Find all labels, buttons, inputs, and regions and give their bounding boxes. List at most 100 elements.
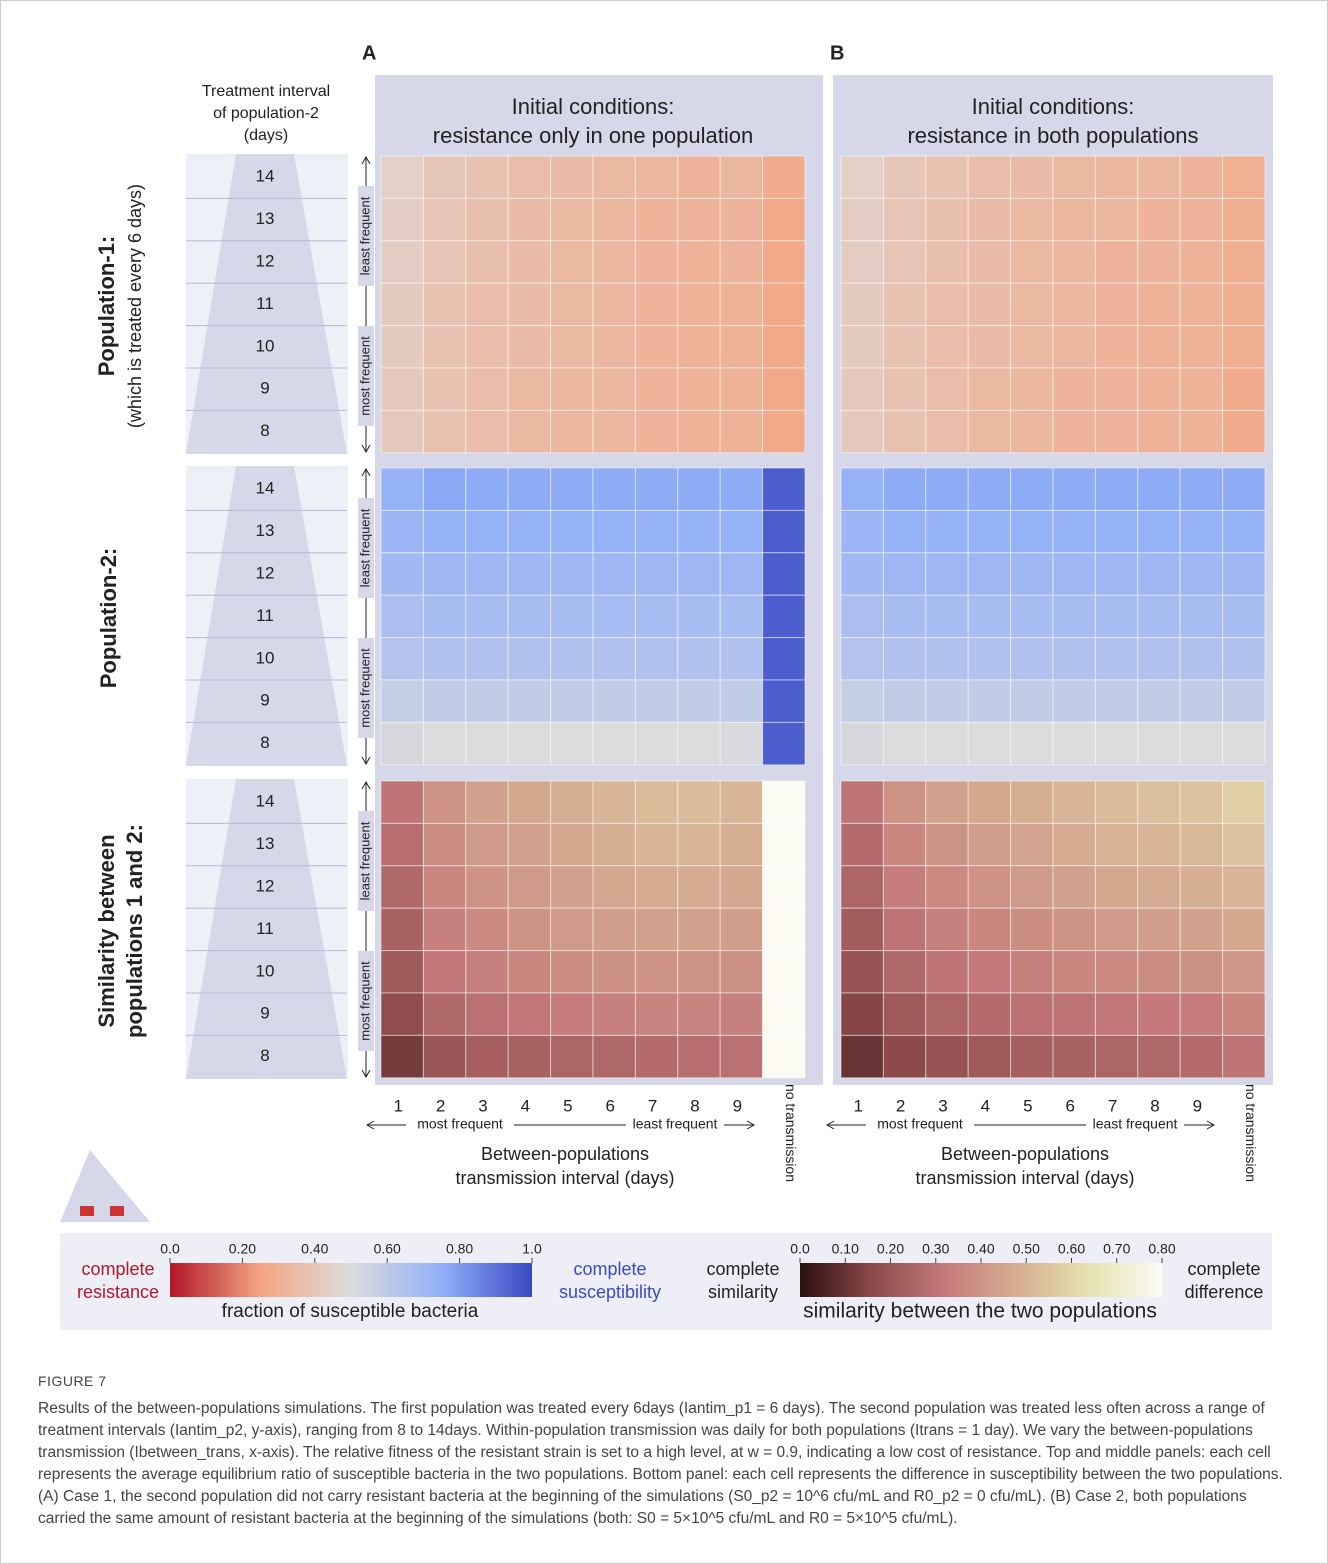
heat-cell [423,680,465,722]
column-title: Initial conditions: [512,94,675,119]
heat-cell [720,908,762,950]
heat-cell [841,993,883,1035]
heat-cell [635,241,677,283]
heat-cell [968,638,1010,680]
heat-cell [423,781,465,823]
heat-cell [678,283,720,325]
heat-cell [763,680,805,722]
y-tick-label: 13 [256,521,275,540]
heat-cell [1053,781,1095,823]
heat-cell [508,722,550,764]
heat-cell [381,410,423,452]
colorbar-tick-label: 0.20 [229,1241,256,1257]
heat-cell [1053,283,1095,325]
heat-cell [968,866,1010,908]
heat-cell [1138,908,1180,950]
heat-cell [466,241,508,283]
x-title: transmission interval (days) [915,1168,1134,1188]
heat-cell [508,993,550,1035]
x-title: transmission interval (days) [455,1168,674,1188]
colorbar-tick-label: 0.70 [1103,1241,1130,1257]
heat-cell [423,326,465,368]
heat-cell [720,510,762,552]
heat-cell [551,823,593,865]
heat-cell [1180,680,1222,722]
column-title: resistance only in one population [433,123,753,148]
heat-cell [968,553,1010,595]
heat-cell [1011,680,1053,722]
heat-cell [1223,908,1265,950]
heat-cell [968,595,1010,637]
panel-label: A [362,42,376,64]
heat-cell [1011,908,1053,950]
heat-cell [1095,198,1137,240]
colorbar-tick-label: 0.30 [922,1241,949,1257]
colorbar-tick-label: 0.20 [877,1241,904,1257]
heat-cell [381,722,423,764]
colorbar-high-label: difference [1185,1282,1264,1302]
heat-cell [635,595,677,637]
caption: FIGURE 7 Results of the between-populati… [38,1370,1296,1530]
colorbar-high-label: complete [1187,1259,1260,1279]
heat-cell [508,781,550,823]
heat-cell [381,866,423,908]
heat-cell [1053,638,1095,680]
heat-cell [720,326,762,368]
y-tick-label: 12 [256,563,275,582]
heat-cell [381,241,423,283]
heat-cell [1223,781,1265,823]
heat-cell [1011,156,1053,198]
heat-cell [678,1035,720,1077]
heat-cell [883,823,925,865]
heat-cell [508,368,550,410]
heat-cell [1095,326,1137,368]
heat-cell [883,680,925,722]
heat-cell [926,823,968,865]
heat-cell [1180,595,1222,637]
heat-cell [1138,410,1180,452]
heat-cell [1138,198,1180,240]
heat-cell [1053,156,1095,198]
heat-cell [968,781,1010,823]
heat-cell [551,326,593,368]
x-tick-label: 1 [853,1096,862,1115]
heat-cell [926,368,968,410]
heat-cell [1180,1035,1222,1077]
heat-cell [1011,1035,1053,1077]
heat-cell [720,368,762,410]
heat-cell [1138,993,1180,1035]
heat-cell [1138,638,1180,680]
row-title: Population-1: [94,236,119,377]
row-title: Similarity between [94,834,119,1027]
heat-cell [381,908,423,950]
y-arrow-label: least frequent [357,196,372,275]
heat-cell [423,368,465,410]
heat-cell [841,156,883,198]
heat-cell [1223,722,1265,764]
heat-cell [466,951,508,993]
heat-cell [1223,595,1265,637]
heat-cell [551,866,593,908]
heat-cell [1011,993,1053,1035]
heat-cell [1138,468,1180,510]
heat-cell [1138,595,1180,637]
heat-cell [423,951,465,993]
heat-cell [720,722,762,764]
colorbar-tick-label: 0.60 [1058,1241,1085,1257]
y-tick-label: 14 [256,479,275,498]
x-tick-label: 6 [1065,1096,1074,1115]
heat-cell [841,638,883,680]
heat-cell [508,595,550,637]
heat-cell [841,595,883,637]
heat-cell [720,198,762,240]
heat-cell [841,680,883,722]
heat-cell [1095,638,1137,680]
heat-cell [1095,993,1137,1035]
heat-cell [381,823,423,865]
heat-cell [508,951,550,993]
page: ABInitial conditions:resistance only in … [0,0,1328,1564]
heat-cell [1223,823,1265,865]
heat-cell [720,553,762,595]
x-tick-label: 3 [938,1096,947,1115]
heat-cell [593,781,635,823]
